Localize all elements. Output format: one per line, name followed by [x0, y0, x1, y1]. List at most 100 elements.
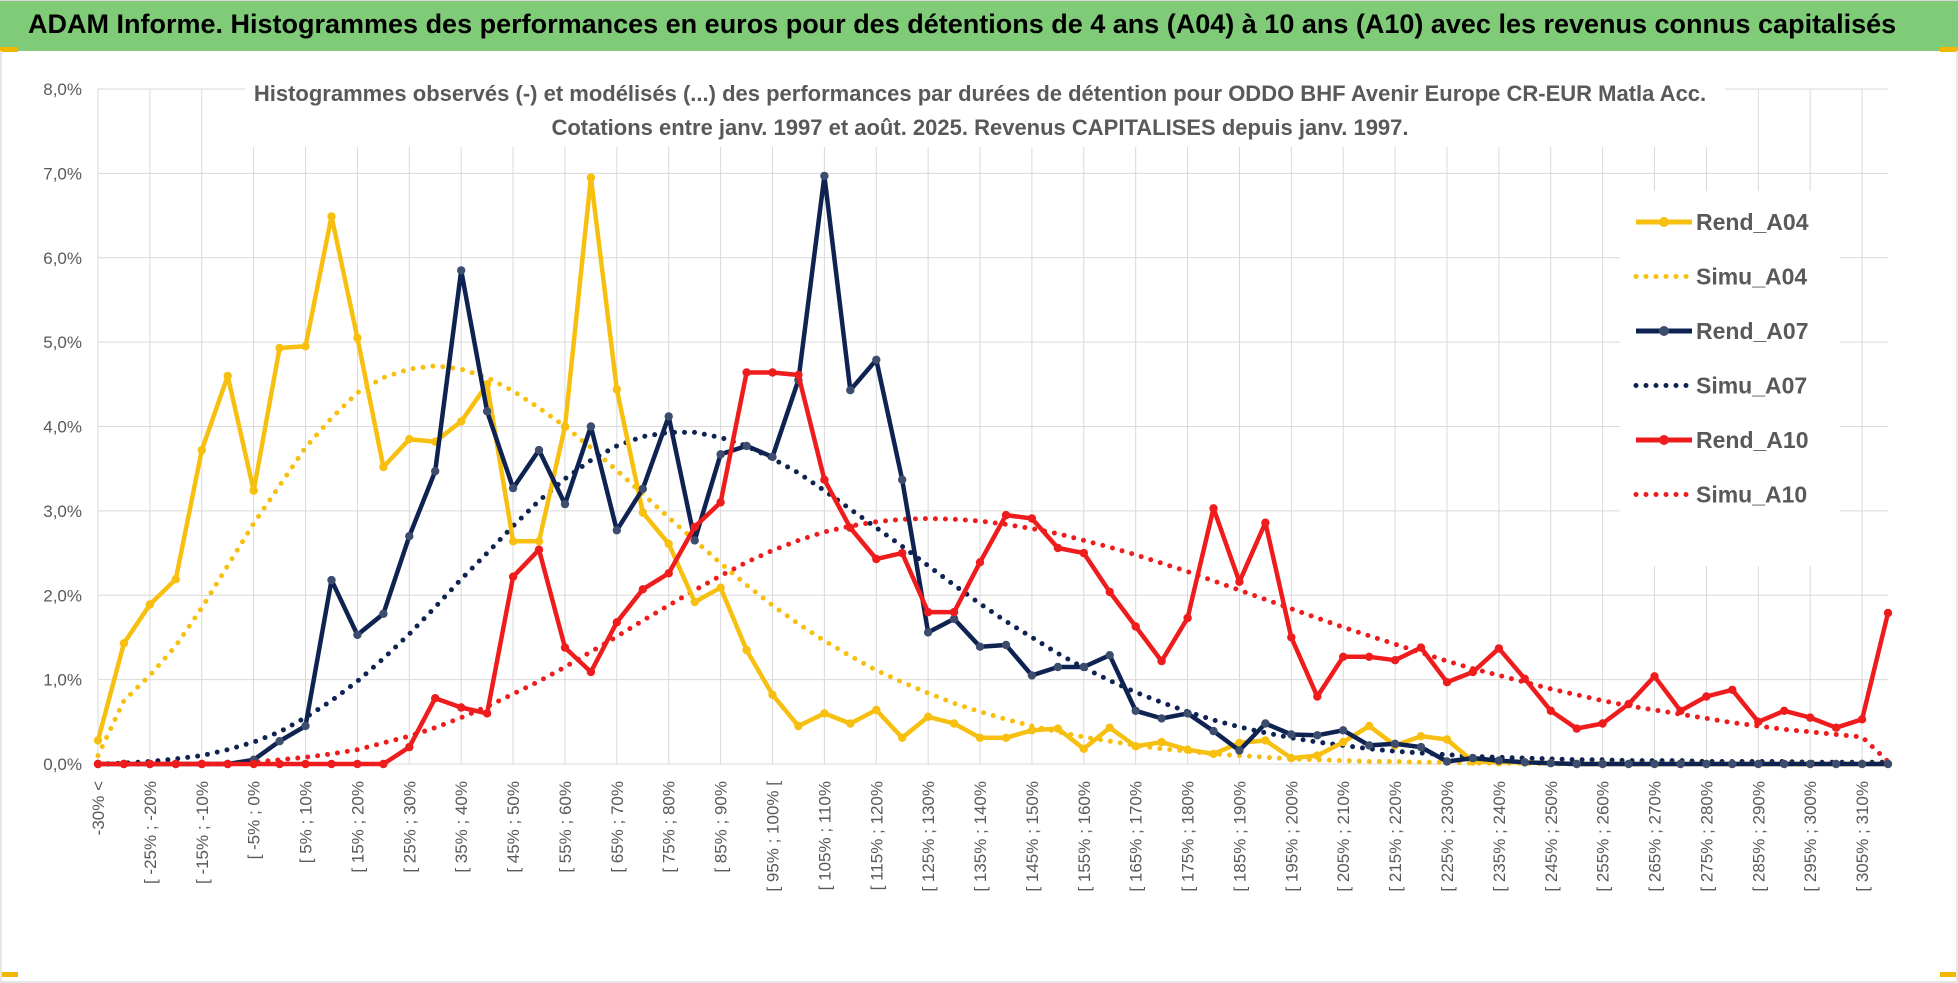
data-point-rend-a07 [1261, 719, 1270, 728]
data-point-rend-a10 [93, 759, 103, 769]
data-point-rend-a10 [1053, 543, 1063, 553]
data-point-rend-a10 [846, 523, 855, 532]
data-point-rend-a04 [820, 709, 829, 718]
header-banner: ADAM Informe. Histogrammes des performan… [0, 0, 1958, 51]
data-point-rend-a10 [872, 554, 881, 564]
data-point-rend-a04 [1105, 723, 1114, 732]
data-point-rend-a04 [1183, 745, 1192, 754]
x-tick-label: [ 145% ; 150% [1023, 781, 1042, 892]
x-tick-label: [ 305% ; 310% [1853, 781, 1872, 892]
data-point-rend-a07 [1572, 759, 1581, 769]
data-point-rend-a10 [1624, 699, 1633, 709]
data-point-rend-a10 [1650, 672, 1659, 681]
data-point-rend-a10 [301, 759, 310, 769]
legend-label-simu-a04: Simu_A04 [1696, 264, 1807, 290]
y-tick-label: 8,0% [43, 80, 82, 99]
data-point-rend-a07 [1806, 759, 1815, 769]
data-point-rend-a04 [197, 445, 206, 455]
legend-label-rend-a10: Rend_A10 [1696, 427, 1808, 453]
x-tick-label: [ -15% ; -10% [193, 781, 212, 884]
data-point-rend-a10 [119, 759, 129, 769]
data-point-rend-a10 [1131, 622, 1140, 631]
x-tick-label: [ 95% ; 100% [ [763, 781, 782, 892]
data-point-rend-a07 [1416, 742, 1426, 752]
data-point-rend-a10 [223, 759, 232, 769]
data-point-rend-a04 [560, 422, 570, 431]
data-point-rend-a07 [1287, 730, 1296, 739]
data-point-rend-a04 [1053, 724, 1063, 733]
title-background [245, 75, 1725, 147]
data-point-rend-a04 [846, 719, 855, 728]
data-point-rend-a04 [586, 173, 596, 182]
data-point-rend-a04 [1001, 733, 1011, 742]
data-point-rend-a10 [431, 694, 440, 703]
data-point-rend-a07 [1520, 758, 1530, 767]
x-tick-label: [ 265% ; 270% [1646, 781, 1665, 892]
y-tick-label: 7,0% [43, 164, 82, 183]
x-tick-label: [ 35% ; 40% [452, 781, 471, 873]
data-point-rend-a10 [1468, 667, 1478, 677]
data-point-rend-a04 [1339, 737, 1348, 747]
data-point-rend-a07 [1831, 759, 1841, 769]
x-tick-label: [ 105% ; 110% [815, 781, 834, 890]
x-tick-label: [ 155% ; 160% [1075, 781, 1094, 892]
data-point-rend-a10 [1442, 678, 1452, 687]
data-point-rend-a07 [1105, 651, 1114, 660]
x-tick-label: [ 85% ; 90% [712, 781, 731, 873]
x-tick-label: [ 275% ; 280% [1697, 781, 1716, 892]
data-point-rend-a04 [923, 712, 933, 721]
data-point-rend-a10 [923, 607, 933, 617]
x-tick-label: [ 125% ; 130% [919, 781, 938, 892]
x-tick-label: [ -25% ; -20% [141, 781, 160, 884]
data-point-rend-a07 [586, 422, 596, 431]
data-point-rend-a10 [1027, 514, 1037, 523]
data-point-rend-a07 [1235, 746, 1244, 755]
data-point-rend-a07 [1468, 753, 1478, 763]
data-point-rend-a04 [223, 371, 232, 381]
data-point-rend-a10 [171, 759, 180, 769]
data-point-rend-a10 [1183, 613, 1192, 623]
data-point-rend-a07 [1624, 759, 1633, 769]
x-tick-label: [ 65% ; 70% [608, 781, 627, 873]
data-point-rend-a07 [1857, 759, 1867, 769]
data-point-rend-a04 [794, 721, 803, 731]
data-point-rend-a10 [716, 498, 725, 507]
data-point-rend-a04 [664, 539, 673, 548]
data-point-rend-a10 [534, 545, 544, 554]
x-tick-label: [ 15% ; 20% [348, 781, 367, 873]
data-point-rend-a10 [586, 667, 596, 677]
data-point-rend-a10 [249, 759, 258, 769]
data-point-rend-a07 [949, 614, 959, 624]
data-point-rend-a07 [1780, 759, 1789, 769]
x-tick-label: [ 175% ; 180% [1179, 781, 1198, 892]
data-point-rend-a04 [1235, 738, 1244, 748]
y-axis-ticks: 0,0% 1,0% 2,0% 3,0% 4,0% 5,0% 6,0% 7,0% 8,0% [43, 80, 82, 774]
data-point-rend-a07 [1053, 662, 1063, 672]
data-point-rend-a07 [1365, 741, 1374, 750]
data-point-rend-a07 [1546, 759, 1556, 768]
data-point-rend-a10 [508, 572, 518, 581]
data-point-rend-a10 [1702, 692, 1711, 701]
data-point-rend-a04 [612, 385, 621, 394]
data-point-rend-a07 [1702, 759, 1711, 769]
data-point-rend-a10 [1416, 643, 1426, 652]
data-point-rend-a10 [742, 368, 751, 377]
data-point-rend-a07 [1442, 757, 1452, 766]
data-point-rend-a07 [820, 171, 829, 181]
corner-accent-left [0, 47, 18, 52]
data-point-rend-a10 [898, 548, 907, 558]
data-point-rend-a07 [431, 467, 440, 476]
data-point-rend-a10 [975, 558, 985, 567]
data-point-rend-a07 [742, 441, 751, 451]
data-point-rend-a07 [560, 499, 570, 509]
data-point-rend-a10 [1001, 510, 1011, 520]
data-point-rend-a10 [353, 759, 362, 769]
data-point-rend-a10 [379, 759, 388, 769]
legend-background [1620, 191, 1840, 566]
data-point-rend-a07 [1209, 726, 1218, 736]
x-tick-label: [ 205% ; 210% [1334, 781, 1353, 892]
data-point-rend-a04 [716, 583, 725, 592]
data-point-rend-a04 [353, 333, 362, 343]
data-point-rend-a04 [405, 435, 414, 444]
data-point-rend-a04 [898, 733, 907, 742]
